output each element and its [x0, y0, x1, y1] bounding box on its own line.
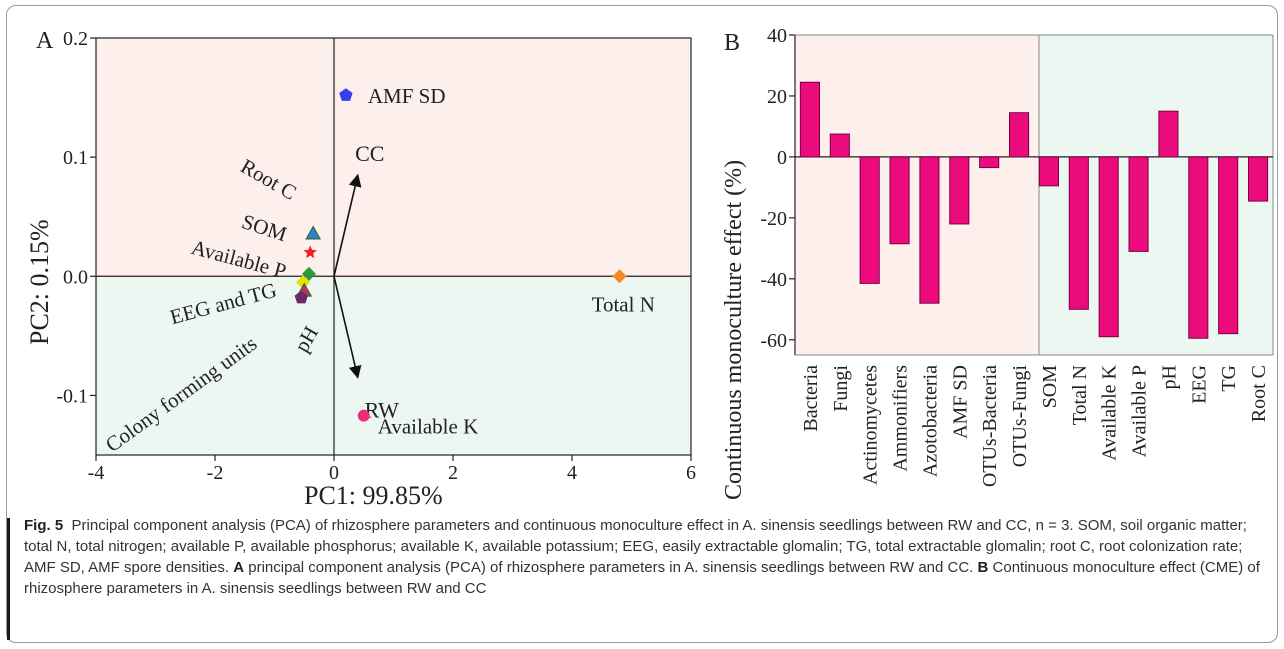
cme-bar — [1218, 156, 1239, 335]
pca-point-label: AMF SD — [368, 84, 446, 108]
pca-y-axis-label: PC2: 0.15% — [25, 219, 54, 345]
cme-bar — [1188, 156, 1209, 339]
cme-y-tick-label: -40 — [760, 269, 787, 291]
pca-point — [302, 266, 317, 281]
pca-x-axis-label: PC1: 99.85% — [304, 481, 443, 510]
cme-category-label: Available P — [1129, 365, 1151, 457]
pca-panel: A -4 -2 0 2 4 6 0.2 0.1 0.0 -0.1 PC1: 99.85% PC2… — [25, 28, 696, 510]
cme-bar — [1009, 112, 1030, 158]
caption-accent-bar — [7, 518, 10, 640]
pca-plot-frame — [95, 37, 692, 456]
caption-figure-label: Fig. 5 — [24, 517, 64, 534]
caption-label-a: A — [233, 559, 245, 576]
cme-bars — [799, 81, 1269, 339]
cme-y-tick-label: -20 — [760, 208, 787, 230]
pca-x-tick-label: 4 — [567, 462, 577, 484]
cme-bar — [1038, 156, 1059, 187]
cme-panel-label: B — [724, 30, 740, 56]
pca-vectors: CC RW — [333, 141, 399, 423]
pca-point — [296, 275, 311, 290]
cme-category-label: Fungi — [830, 365, 852, 412]
pca-vector-label: CC — [355, 141, 384, 166]
cme-bar — [859, 156, 880, 284]
cme-category-label: Root C — [1248, 365, 1270, 422]
cme-bar — [1068, 156, 1089, 310]
pca-point — [339, 88, 353, 101]
cme-bar — [889, 156, 910, 245]
pca-y-tick-label: 0.0 — [63, 266, 88, 288]
pca-x-ticks: -4 -2 0 2 4 6 — [88, 455, 696, 484]
cme-bar — [919, 156, 940, 304]
cme-category-labels: Bacteria Fungi Actinomycetes Ammonifiers Azo… — [800, 364, 1270, 487]
cme-y-ticks: 40 20 0 -20 -40 -60 — [760, 25, 795, 352]
pca-x-tick-label: -4 — [88, 462, 105, 484]
figure-svg: A -4 -2 0 2 4 6 0.20.10.0-0.1 PC1: 99.85% PC2… — [25, 25, 1274, 510]
cme-y-tick-label: 0 — [777, 147, 787, 169]
cme-y-tick-label: 40 — [767, 25, 787, 47]
pca-x-tick-label: 6 — [686, 462, 696, 484]
cme-category-label: OTUs-Fungi — [1009, 365, 1031, 468]
pca-point — [357, 409, 370, 422]
cme-y-tick-label: -60 — [760, 330, 787, 352]
cme-bar — [979, 156, 1000, 169]
cme-y-axis-label: Continuous monoculture effect (%) — [721, 160, 747, 500]
cme-bar — [1098, 156, 1119, 338]
cme-bar — [949, 156, 970, 225]
pca-x-tick-label: -2 — [207, 462, 224, 484]
cme-category-label: Azotobacteria — [919, 365, 941, 477]
pca-y-ticks: 0.2 0.1 0.0 -0.1 — [56, 28, 96, 407]
cme-pink-region — [795, 35, 1039, 355]
pca-points — [294, 88, 627, 422]
pca-pink-region — [96, 38, 691, 278]
cme-category-label: AMF SD — [949, 365, 971, 439]
cme-category-label: EEG — [1188, 365, 1210, 404]
caption-text-b: Continuous monoculture effect (CME) of r… — [24, 559, 1260, 597]
pca-point — [305, 225, 322, 240]
cme-y-tick-label: 20 — [767, 86, 787, 108]
cme-category-label: Bacteria — [800, 365, 822, 432]
cme-category-label: Available K — [1099, 364, 1121, 460]
pca-vector-label: RW — [365, 398, 399, 423]
pca-vector-arrow — [333, 173, 362, 277]
cme-panel: B Continuous monoculture effect (%) 40 20… — [721, 25, 1274, 500]
cme-bar — [1128, 156, 1149, 252]
caption-text-main: Principal component analysis (PCA) of rh… — [24, 517, 1247, 576]
pca-point — [612, 269, 627, 284]
cme-category-label: SOM — [1039, 365, 1061, 409]
caption-text-a: principal component analysis (PCA) of rh… — [248, 559, 974, 576]
pca-y-tick-label: 0.2 — [63, 28, 88, 50]
cme-category-label: Ammonifiers — [890, 365, 912, 472]
pca-point-label: Available K — [378, 415, 479, 439]
pca-green-region — [96, 278, 691, 455]
pca-x-tick-label: 0 — [329, 462, 339, 484]
cme-category-label: Total N — [1069, 365, 1091, 425]
cme-bar — [799, 81, 820, 158]
cme-category-label: pH — [1158, 365, 1180, 389]
pca-panel-label: A — [36, 28, 54, 54]
cme-category-label: OTUs-Bacteria — [979, 365, 1001, 487]
pca-x-tick-label: 2 — [448, 462, 458, 484]
cme-bar — [1158, 110, 1179, 158]
pca-point-label: Total N — [592, 292, 655, 316]
pca-point — [294, 290, 308, 304]
pca-point — [303, 245, 317, 259]
cme-bar — [829, 133, 850, 158]
cme-category-label: Actinomycetes — [860, 365, 882, 485]
pca-vector-arrow — [333, 276, 362, 379]
figure-caption: Fig. 5 Principal component analysis (PCA… — [24, 515, 1264, 599]
pca-y-tick-label: 0.1 — [63, 147, 88, 169]
figure-frame — [6, 5, 1278, 643]
pca-y-tick-label: -0.1 — [56, 385, 88, 407]
cme-bar — [1248, 156, 1269, 202]
cme-category-label: TG — [1218, 365, 1240, 392]
caption-label-b: B — [977, 559, 989, 576]
